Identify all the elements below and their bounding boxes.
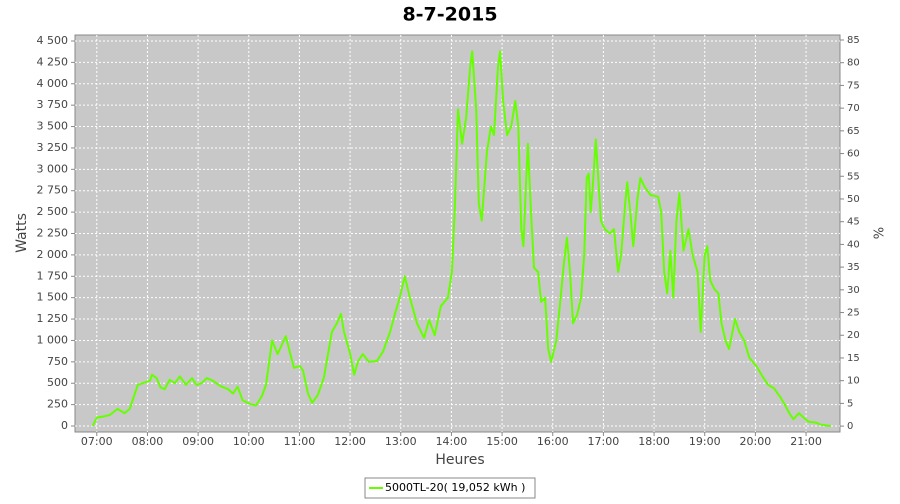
legend-label: 5000TL-20( 19,052 kWh ) [385,481,525,494]
y2-tick-label: 45 [847,217,860,228]
y2-tick-label: 55 [847,171,860,182]
y-tick-label: 500 [47,376,68,389]
y2-axis-label: % [873,227,888,239]
series-line [91,50,832,427]
y2-tick-label: 75 [847,80,860,91]
y-tick-label: 250 [47,398,68,411]
y2-tick-label: 40 [847,239,860,250]
y2-tick-label: 30 [847,285,860,296]
x-tick-label: 19:00 [689,435,721,448]
x-axis-label: Heures [435,452,484,468]
x-tick-label: 20:00 [740,435,772,448]
y2-tick-label: 0 [847,421,853,432]
chart-title: 8-7-2015 [402,4,497,26]
y2-tick-label: 10 [847,376,860,387]
y-tick-label: 2 750 [37,184,69,197]
x-tick-label: 15:00 [486,435,518,448]
plot-area [74,34,841,433]
y-tick-label: 1 500 [37,291,69,304]
x-tick-label: 14:00 [436,435,468,448]
y2-tick-label: 35 [847,262,860,273]
x-tick-label: 17:00 [588,435,620,448]
y-tick-label: 1 000 [37,333,69,346]
y2-tick-label: 70 [847,103,860,114]
y-tick-label: 2 250 [37,227,69,240]
x-tick-label: 10:00 [233,435,265,448]
y-tick-label: 4 250 [37,55,69,68]
y2-tick-label: 20 [847,330,860,341]
y2-tick-label: 65 [847,126,860,137]
y-tick-label: 750 [47,355,68,368]
y-tick-label: 4 000 [37,77,69,90]
x-tick-label: 16:00 [537,435,569,448]
x-tick-label: 18:00 [638,435,670,448]
legend-box [364,477,536,499]
y2-tick-label: 85 [847,35,860,46]
x-tick-label: 11:00 [284,435,316,448]
y-tick-label: 2 500 [37,205,69,218]
y-tick-label: 3 500 [37,120,69,133]
x-tick-label: 09:00 [182,435,214,448]
y2-tick-label: 60 [847,149,860,160]
y-tick-label: 2 000 [37,248,69,261]
x-tick-label: 07:00 [81,435,113,448]
y-tick-label: 3 250 [37,141,69,154]
x-tick-label: 21:00 [790,435,822,448]
y-tick-label: 3 750 [37,98,69,111]
y2-tick-label: 5 [847,398,853,409]
y-tick-label: 1 750 [37,269,69,282]
y-tick-label: 3 000 [37,162,69,175]
y2-tick-label: 15 [847,353,860,364]
y-tick-label: 4 500 [37,34,69,47]
y-tick-label: 1 250 [37,312,69,325]
y2-tick-label: 50 [847,194,860,205]
x-tick-label: 12:00 [334,435,366,448]
y2-tick-label: 25 [847,308,860,319]
y2-tick-label: 80 [847,58,860,69]
x-tick-label: 13:00 [385,435,417,448]
y-tick-label: 0 [61,419,68,432]
x-tick-label: 08:00 [132,435,164,448]
y-axis-label: Watts [14,213,30,253]
